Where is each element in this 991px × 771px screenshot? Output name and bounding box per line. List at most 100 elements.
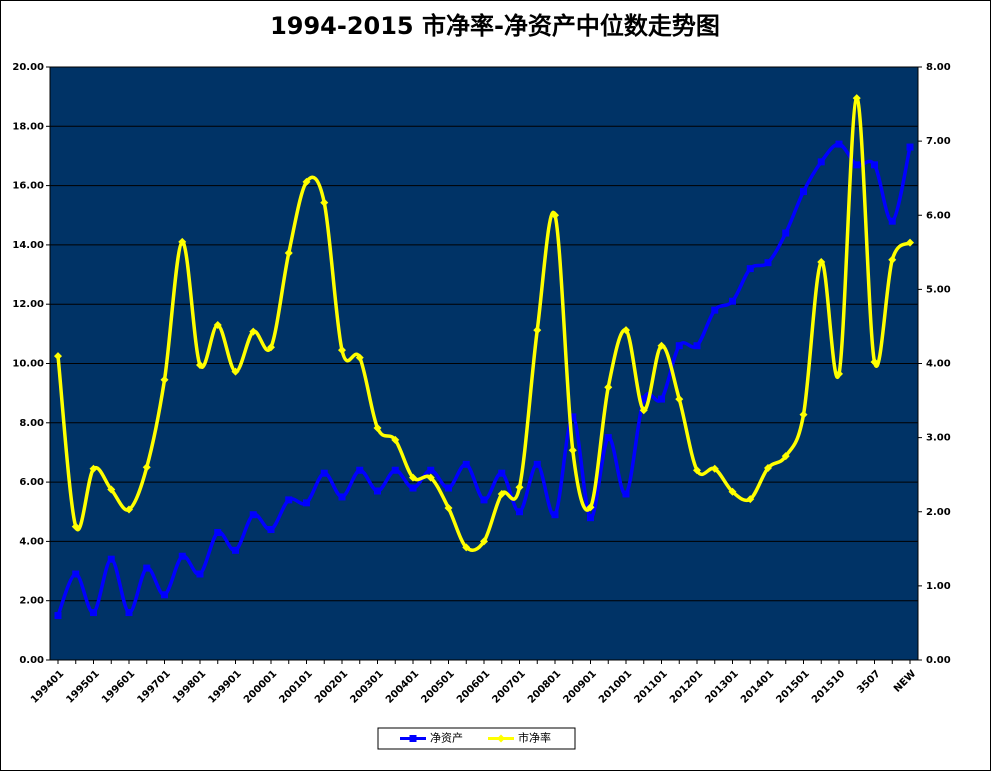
marker	[90, 609, 97, 617]
marker	[728, 487, 737, 496]
marker	[888, 255, 897, 264]
marker	[143, 564, 151, 572]
legend-marker	[497, 734, 505, 743]
marker	[125, 609, 133, 617]
marker	[587, 514, 594, 522]
marker	[906, 238, 914, 247]
marker	[835, 369, 843, 378]
y-tick-label: 14.00	[12, 240, 44, 251]
marker	[302, 177, 311, 186]
marker	[480, 537, 488, 546]
legend-label: 市净率	[518, 731, 551, 745]
y-tick-label: 6.00	[19, 477, 44, 488]
marker	[498, 469, 506, 477]
marker	[480, 496, 488, 504]
marker	[356, 466, 364, 474]
marker	[161, 591, 168, 599]
marker	[782, 229, 790, 237]
marker	[214, 529, 222, 537]
marker	[391, 466, 399, 474]
y2-tick-label: 6.00	[926, 210, 951, 221]
marker	[675, 395, 684, 404]
marker	[54, 612, 62, 620]
marker	[373, 423, 382, 432]
legend-label: 净资产	[430, 731, 463, 745]
marker	[551, 211, 559, 220]
marker	[658, 395, 665, 403]
marker	[72, 570, 80, 578]
marker	[355, 353, 364, 362]
marker	[746, 265, 754, 273]
marker	[533, 326, 542, 335]
y-tick-label: 0.00	[19, 655, 44, 666]
y-tick-label: 4.00	[19, 536, 44, 547]
marker	[533, 460, 541, 468]
marker	[107, 485, 116, 494]
marker	[604, 434, 612, 442]
marker	[107, 555, 115, 563]
marker	[160, 375, 169, 384]
marker	[284, 249, 293, 258]
marker	[852, 94, 861, 103]
marker	[640, 395, 648, 403]
marker	[426, 473, 435, 482]
marker	[764, 259, 772, 267]
marker	[249, 327, 258, 336]
marker	[142, 463, 151, 472]
marker	[338, 346, 346, 355]
y2-tick-label: 5.00	[926, 284, 951, 295]
y-tick-label: 12.00	[12, 299, 44, 310]
marker	[409, 484, 417, 492]
marker	[196, 570, 204, 578]
marker	[568, 446, 577, 455]
marker	[54, 352, 62, 361]
marker	[338, 493, 346, 501]
marker	[551, 511, 559, 519]
marker	[853, 161, 861, 169]
y2-tick-label: 3.00	[926, 433, 951, 444]
marker	[231, 367, 240, 376]
marker	[764, 464, 772, 473]
chart-title: 1994-2015 市净率-净资产中位数走势图	[270, 12, 720, 40]
marker	[817, 158, 825, 166]
y2-tick-label: 0.00	[926, 655, 951, 666]
y2-tick-label: 1.00	[926, 581, 951, 592]
marker	[516, 508, 523, 516]
marker	[569, 413, 577, 421]
y-tick-label: 18.00	[12, 121, 44, 132]
marker	[427, 466, 435, 474]
y-tick-label: 2.00	[19, 596, 44, 607]
y-tick-label: 10.00	[12, 359, 44, 370]
marker	[871, 161, 878, 169]
series-line	[56, 96, 912, 552]
marker	[710, 464, 719, 473]
marker	[213, 320, 222, 329]
marker	[285, 496, 293, 504]
marker	[693, 466, 701, 475]
y2-tick-label: 2.00	[926, 507, 951, 518]
marker	[906, 143, 914, 151]
marker	[320, 198, 329, 207]
marker	[622, 490, 630, 498]
y-tick-label: 16.00	[12, 181, 44, 192]
marker	[232, 546, 239, 554]
marker	[196, 360, 204, 369]
marker	[374, 487, 381, 495]
y-tick-label: 8.00	[19, 418, 44, 429]
marker	[799, 410, 808, 419]
marker	[657, 341, 666, 350]
marker	[835, 140, 843, 148]
marker	[267, 343, 275, 352]
marker	[746, 495, 755, 504]
marker	[267, 526, 275, 534]
marker	[817, 257, 826, 266]
marker	[497, 489, 506, 498]
marker	[693, 342, 701, 350]
y2-tick-label: 8.00	[926, 62, 951, 73]
legend-marker	[409, 735, 417, 742]
y2-tick-label: 7.00	[926, 136, 951, 147]
y-tick-label: 20.00	[12, 62, 44, 73]
marker	[888, 217, 896, 225]
marker	[71, 522, 80, 531]
